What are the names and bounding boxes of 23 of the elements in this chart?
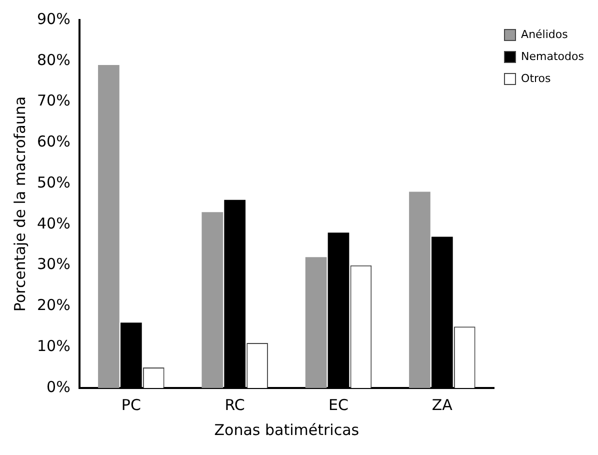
bar [98,64,120,388]
bar [305,257,327,388]
x-tick-label: PC [121,396,141,414]
y-tick-label: 40% [36,214,70,232]
y-tick-label: 30% [36,255,70,274]
x-tick-label: RC [224,396,245,414]
y-axis-title: Porcentaje de la macrofauna [10,96,29,312]
y-tick-label: 20% [36,296,70,314]
x-tick-label: EC [328,396,348,414]
x-tick-label: ZA [432,396,454,414]
y-tick-label: 80% [36,50,70,69]
bar [409,192,430,388]
bar [202,212,224,388]
y-tick-label: 70% [36,92,70,110]
y-tick-label: 0% [46,378,70,396]
y-tick-label: 90% [36,10,70,28]
y-tick-label: 10% [36,337,70,355]
text: Otros [521,72,551,85]
legend-label: Anélidos [521,28,568,41]
y-tick-label: 60% [36,132,70,151]
legend-label: Nematodos [521,50,584,63]
x-axis-title: Zonas batimétricas [214,420,360,439]
y-tick-label: 50% [36,173,70,192]
